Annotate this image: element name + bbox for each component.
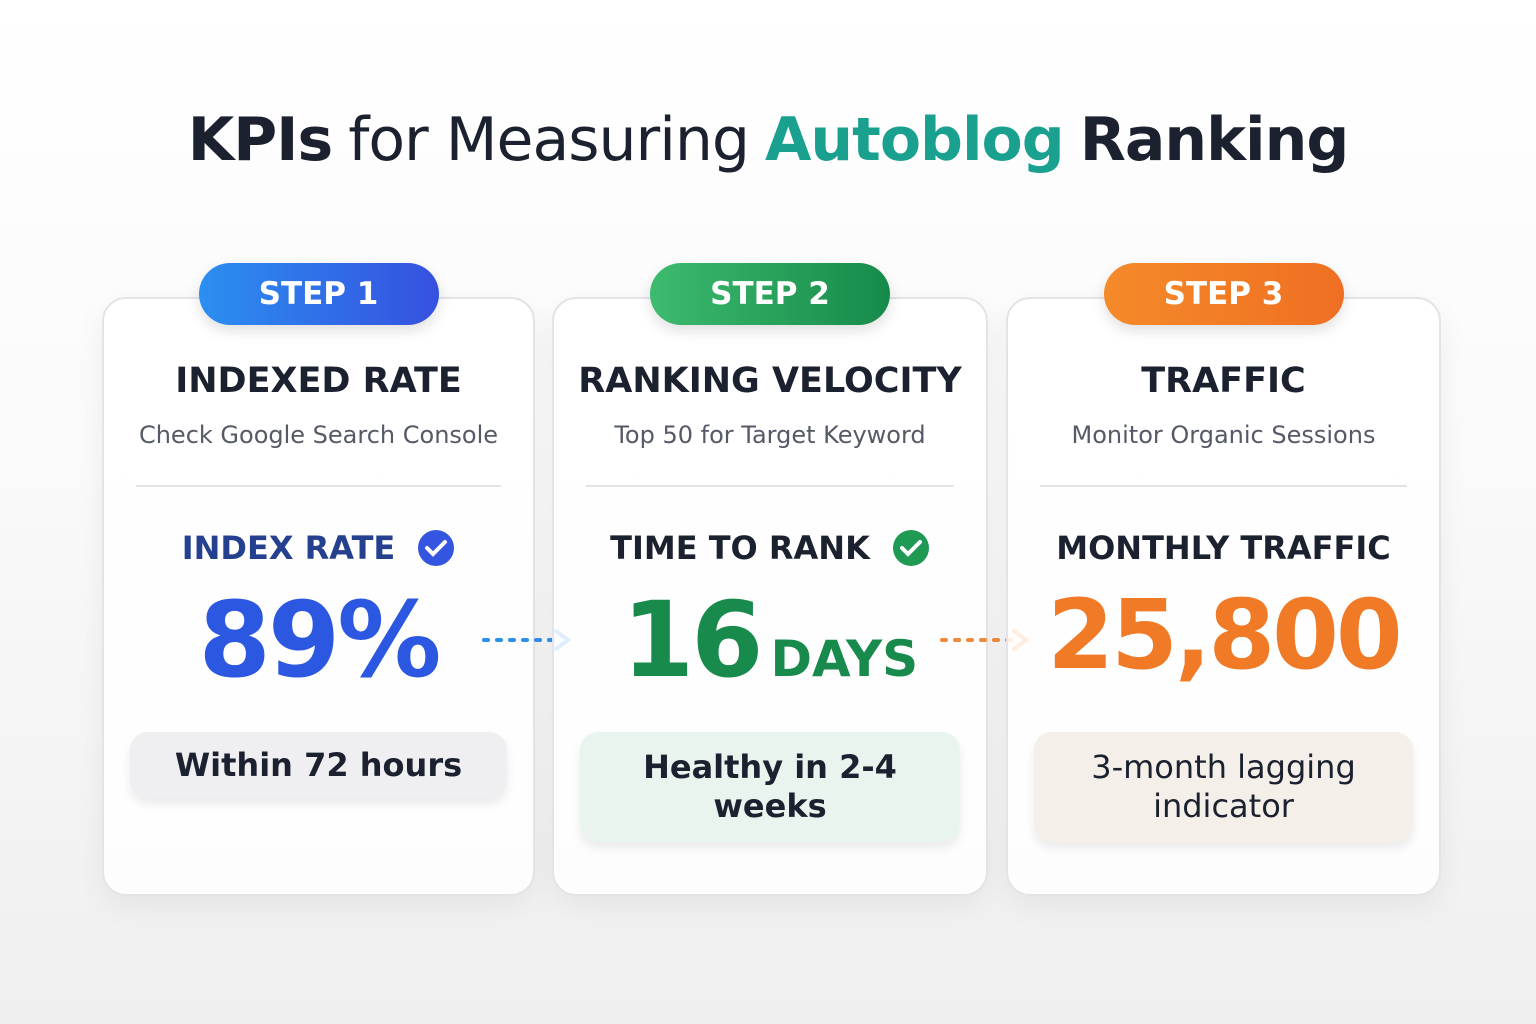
card-subtitle: Check Google Search Console	[138, 421, 499, 449]
card-heading: RANKING VELOCITY	[578, 361, 962, 401]
metric-row: INDEX RATE	[104, 529, 533, 567]
metric-value: 16	[621, 579, 764, 701]
metric-value-row: 16 DAYS	[554, 579, 986, 701]
title-part: Ranking	[1079, 105, 1350, 175]
title-part: Autoblog	[764, 105, 1065, 175]
metric-value: 25,800	[1047, 579, 1402, 691]
step-pill: STEP 2	[650, 263, 890, 325]
check-icon	[418, 530, 455, 566]
check-icon	[892, 530, 929, 566]
metric-row: TIME TO RANK	[554, 529, 986, 567]
title-part: KPIs	[187, 105, 334, 175]
card-subtitle: Monitor Organic Sessions	[1071, 421, 1376, 449]
card-heading: INDEXED RATE	[175, 361, 462, 401]
card: STEP 3 TRAFFIC Monitor Organic Sessions …	[1006, 263, 1441, 896]
title: KPIs for Measuring Autoblog Ranking	[0, 105, 1536, 175]
divider	[1040, 485, 1407, 487]
step-pill: STEP 1	[198, 263, 439, 325]
card: STEP 1 INDEXED RATE Check Google Search …	[102, 263, 535, 896]
card: STEP 2 RANKING VELOCITY Top 50 for Targe…	[552, 263, 988, 896]
metric-label: TIME TO RANK	[610, 529, 870, 567]
note: 3-month lagging indicator	[1034, 732, 1413, 842]
metric-value: 89%	[198, 579, 442, 701]
divider	[586, 485, 954, 487]
card-subtitle: Top 50 for Target Keyword	[614, 421, 926, 449]
title-part: for Measuring	[348, 105, 750, 175]
note: Healthy in 2-4 weeks	[580, 732, 960, 842]
metric-unit: DAYS	[770, 630, 919, 688]
step-pill: STEP 3	[1103, 263, 1344, 325]
divider	[136, 485, 501, 487]
note: Within 72 hours	[130, 732, 507, 798]
metric-label: MONTHLY TRAFFIC	[1056, 529, 1391, 567]
metric-label: INDEX RATE	[181, 529, 396, 567]
card-heading: TRAFFIC	[1141, 361, 1306, 401]
